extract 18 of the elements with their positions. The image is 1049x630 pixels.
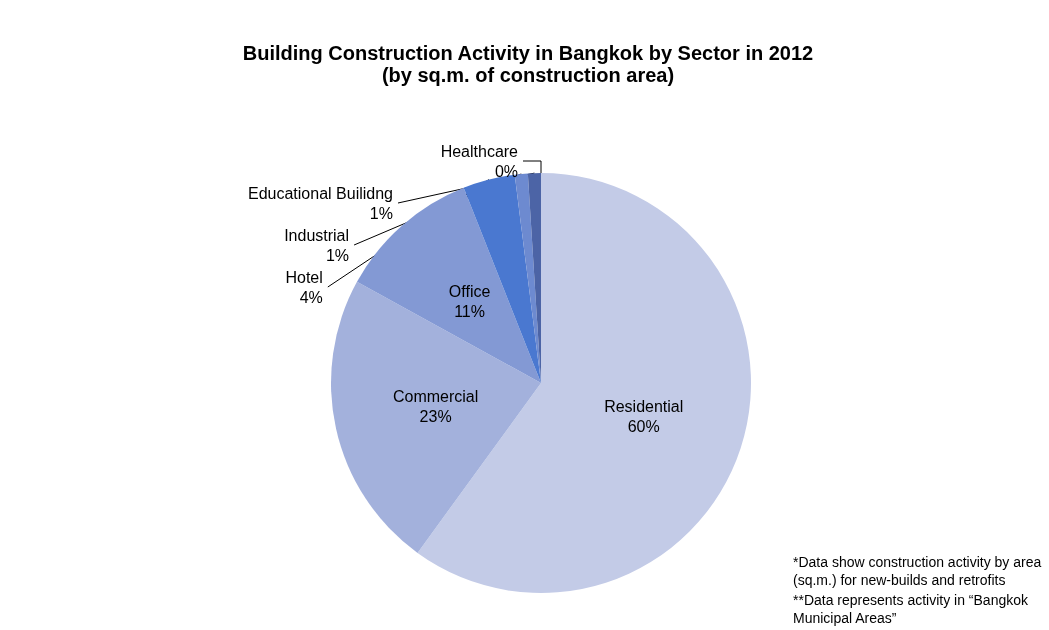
data-label: 4%	[299, 288, 323, 306]
data-label: 11%	[454, 303, 485, 321]
slice-label: Office	[448, 283, 491, 301]
category-label: Healthcare	[440, 142, 518, 160]
data-label: 1%	[325, 246, 350, 264]
slice-label: Residential	[604, 397, 684, 415]
text: 0%	[494, 162, 518, 180]
text: *Data show construction activity by area (sq.m.) for new-builds and retrofits	[793, 554, 1046, 588]
slice-label: Hotel	[285, 268, 323, 286]
chart-title: Building Construction Activity in Bangkok by Sector in 2012	[242, 42, 814, 64]
data-label: 1%	[369, 204, 393, 222]
chart-subtitle: (by sq.m. of construction area)	[381, 64, 675, 86]
data-label: 23%	[419, 408, 452, 426]
data-label: 60%	[627, 417, 660, 435]
text: **Data represents activity in “Bangkok Municipal Areas”	[793, 592, 1032, 626]
slice-label: Educational Builidng	[248, 184, 393, 202]
slice-label: Commercial	[392, 388, 479, 406]
slice-label: Industrial	[284, 226, 350, 244]
